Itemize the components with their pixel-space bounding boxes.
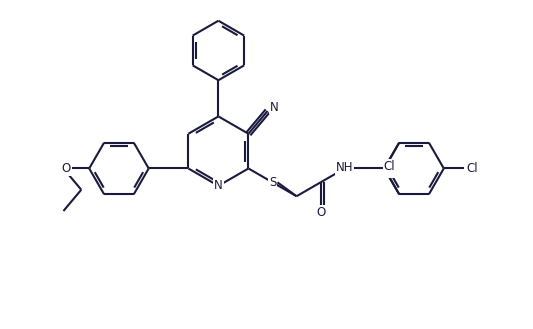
Text: Cl: Cl (467, 162, 478, 175)
Text: N: N (214, 179, 223, 192)
Text: Cl: Cl (383, 160, 395, 173)
Text: S: S (269, 176, 276, 189)
Text: N: N (270, 100, 279, 114)
Text: O: O (316, 206, 325, 219)
Text: Cl: Cl (383, 164, 395, 177)
Text: NH: NH (336, 161, 353, 174)
Text: O: O (62, 162, 71, 175)
